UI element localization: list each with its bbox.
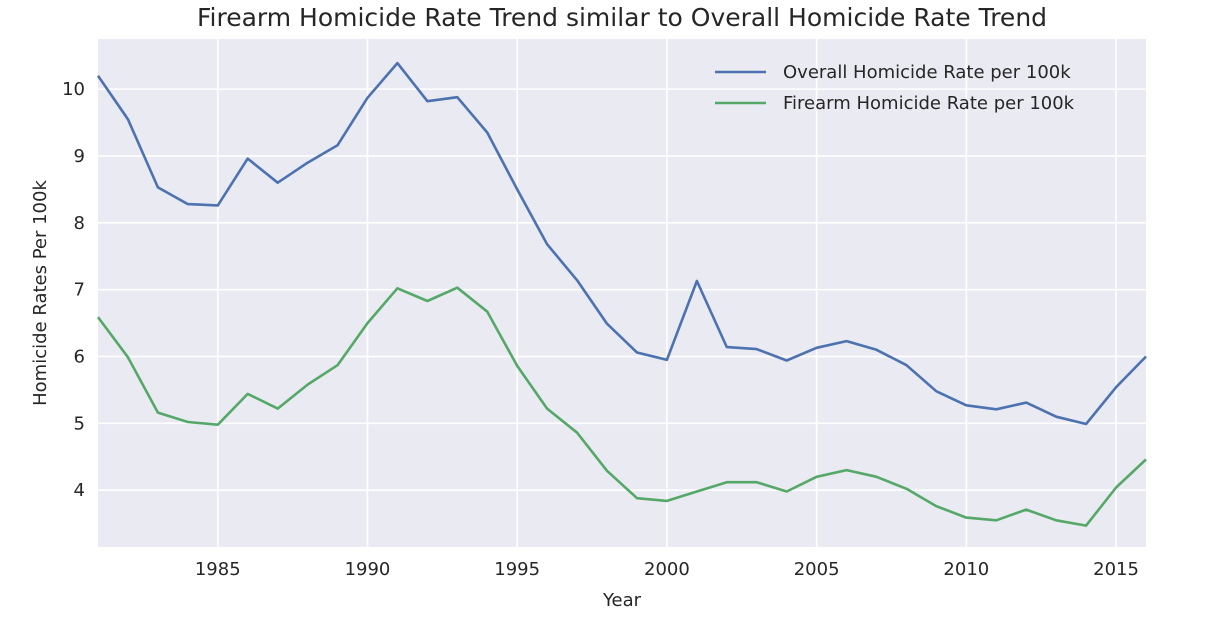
y-tick-label: 7 bbox=[74, 280, 85, 301]
y-axis-label: Homicide Rates Per 100k bbox=[30, 180, 51, 406]
x-tick-label: 2000 bbox=[644, 559, 690, 580]
y-tick-label: 8 bbox=[74, 213, 85, 234]
series-lines bbox=[96, 61, 1147, 527]
y-tick-label: 9 bbox=[74, 146, 85, 167]
legend-label: Overall Homicide Rate per 100k bbox=[783, 62, 1071, 83]
y-axis-ticks: 4 5 6 7 8 9 10 bbox=[62, 79, 85, 501]
legend: Overall Homicide Rate per 100k Firearm Ho… bbox=[715, 62, 1075, 114]
y-tick-label: 4 bbox=[74, 480, 85, 501]
x-tick-label: 2010 bbox=[943, 559, 989, 580]
x-tick-label: 1985 bbox=[195, 559, 241, 580]
x-axis-ticks: 1985 1990 1995 2000 2005 2010 2015 bbox=[195, 559, 1139, 580]
legend-label: Firearm Homicide Rate per 100k bbox=[783, 93, 1075, 114]
x-tick-label: 2005 bbox=[794, 559, 840, 580]
x-tick-label: 2015 bbox=[1093, 559, 1139, 580]
series-line-1 bbox=[96, 61, 1147, 426]
y-tick-label: 10 bbox=[62, 79, 85, 100]
grid-lines bbox=[98, 39, 1146, 547]
x-tick-label: 1995 bbox=[494, 559, 540, 580]
plot-area bbox=[98, 39, 1146, 547]
y-tick-label: 6 bbox=[74, 347, 85, 368]
series-line-2 bbox=[96, 286, 1147, 527]
chart-title: Firearm Homicide Rate Trend similar to O… bbox=[197, 3, 1047, 32]
x-tick-label: 1990 bbox=[345, 559, 391, 580]
x-axis-label: Year bbox=[602, 590, 642, 611]
y-tick-label: 5 bbox=[74, 413, 85, 434]
